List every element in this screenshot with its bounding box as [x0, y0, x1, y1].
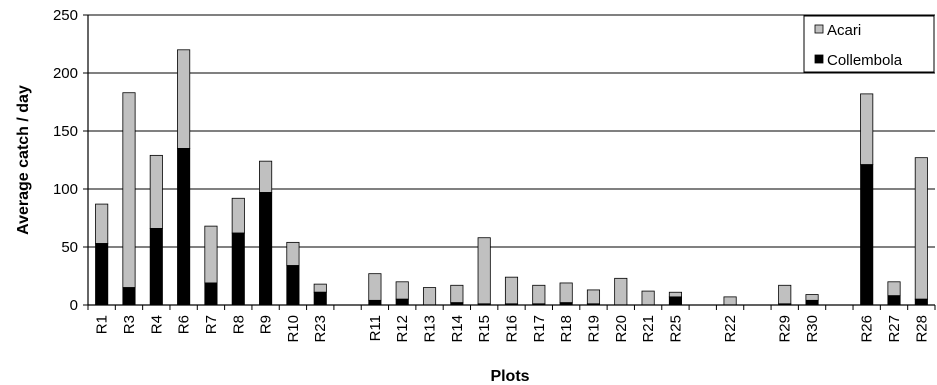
bar-acari-r22: [723, 296, 737, 306]
y-tick-label: 250: [53, 7, 78, 24]
bar-acari-r3: [122, 92, 136, 289]
x-tick-label: R7: [203, 315, 220, 334]
y-tick-label: 50: [61, 239, 78, 256]
bar-acari-r14: [450, 284, 464, 304]
x-tick-label: R18: [558, 315, 575, 343]
bar-acari-r21: [641, 290, 655, 306]
bar-collembola-r27: [887, 295, 901, 306]
x-tick-label: R10: [285, 315, 302, 343]
x-tick-label: R3: [121, 315, 138, 334]
y-tick-label: 150: [53, 123, 78, 140]
x-tick-label: R22: [722, 315, 739, 343]
x-tick-label: R29: [777, 315, 794, 343]
x-tick-label: R30: [804, 315, 821, 343]
x-tick-label: R4: [148, 315, 165, 334]
bar-collembola-r8: [231, 232, 245, 306]
bar-acari-r15: [477, 237, 491, 305]
legend-swatch-collembola: [814, 54, 824, 64]
bar-collembola-r6: [177, 147, 191, 306]
bar-acari-r30: [805, 294, 819, 301]
bar-acari-r16: [504, 276, 519, 305]
axis-labels: 0 50 100 150 200 250 R1 R3 R4 R6 R7 R8 R9 R10 R23 R11 R1…: [53, 7, 930, 343]
bar-acari-r29: [778, 284, 792, 305]
bars: [95, 49, 928, 306]
bar-acari-r27: [887, 281, 901, 297]
x-tick-label: R14: [449, 315, 466, 343]
bar-collembola-r4: [149, 228, 163, 306]
bar-acari-r9: [259, 160, 273, 193]
legend-swatch-acari: [814, 24, 824, 34]
gridlines: [88, 14, 935, 248]
bar-acari-r10: [286, 241, 300, 266]
bar-collembola-r10: [286, 265, 300, 306]
bar-collembola-r7: [204, 282, 218, 306]
bar-collembola-r28: [914, 298, 928, 306]
axes: [83, 14, 936, 310]
x-tick-label: R11: [367, 315, 384, 341]
bar-acari-r12: [395, 281, 409, 300]
x-tick-label: R15: [476, 315, 493, 343]
x-tick-label: R16: [504, 315, 521, 343]
x-tick-label: R28: [913, 315, 930, 343]
x-axis-title: Plots: [490, 368, 529, 385]
bar-collembola-r26: [860, 164, 874, 306]
x-tick-label: R17: [531, 315, 548, 343]
bar-acari-r8: [231, 197, 245, 234]
x-tick-label: R27: [886, 315, 903, 343]
y-tick-label: 100: [53, 181, 78, 198]
bar-acari-r19: [586, 289, 601, 305]
bar-acari-r28: [914, 157, 928, 300]
x-tick-label: R9: [258, 315, 275, 334]
y-tick-label: 0: [70, 297, 78, 314]
bar-acari-r17: [532, 284, 546, 305]
legend: Acari Collembola: [803, 15, 935, 73]
y-tick-label: 200: [53, 65, 78, 82]
bar-acari-r23: [313, 283, 327, 293]
x-tick-label: R13: [422, 315, 439, 343]
legend-box: [803, 15, 935, 73]
bar-acari-r25: [668, 291, 682, 298]
bar-collembola-r9: [259, 192, 273, 306]
x-tick-label: R12: [394, 315, 411, 343]
bar-collembola-r30: [805, 299, 819, 306]
bar-collembola-r3: [122, 287, 136, 306]
bar-acari-r4: [149, 154, 163, 229]
bar-collembola-r1: [95, 243, 109, 306]
x-tick-label: R25: [667, 315, 684, 343]
x-tick-label: R26: [859, 315, 876, 343]
x-tick-label: R1: [94, 315, 111, 334]
bar-acari-r20: [614, 277, 628, 306]
bar-acari-r13: [422, 287, 437, 306]
bar-acari-r11: [368, 273, 382, 301]
x-tick-label: R8: [230, 315, 247, 334]
x-tick-label: R23: [312, 315, 329, 343]
bar-collembola-r25: [668, 296, 682, 306]
bar-acari-r26: [860, 93, 874, 166]
legend-label-collembola: Collembola: [827, 52, 903, 69]
bar-collembola-r23: [313, 291, 327, 306]
x-tick-label: R6: [176, 315, 193, 334]
bar-acari-r6: [177, 49, 191, 149]
x-tick-label: R20: [613, 315, 630, 343]
bar-collembola-r12: [395, 298, 409, 306]
bar-acari-r1: [95, 203, 109, 244]
bar-collembola-r11: [368, 299, 382, 306]
bar-acari-r7: [204, 225, 218, 284]
legend-label-acari: Acari: [827, 22, 861, 39]
y-axis-title: Average catch / day: [15, 85, 32, 235]
x-tick-label: R21: [640, 315, 657, 343]
x-tick-label: R19: [585, 315, 602, 343]
bar-acari-r18: [559, 282, 573, 304]
